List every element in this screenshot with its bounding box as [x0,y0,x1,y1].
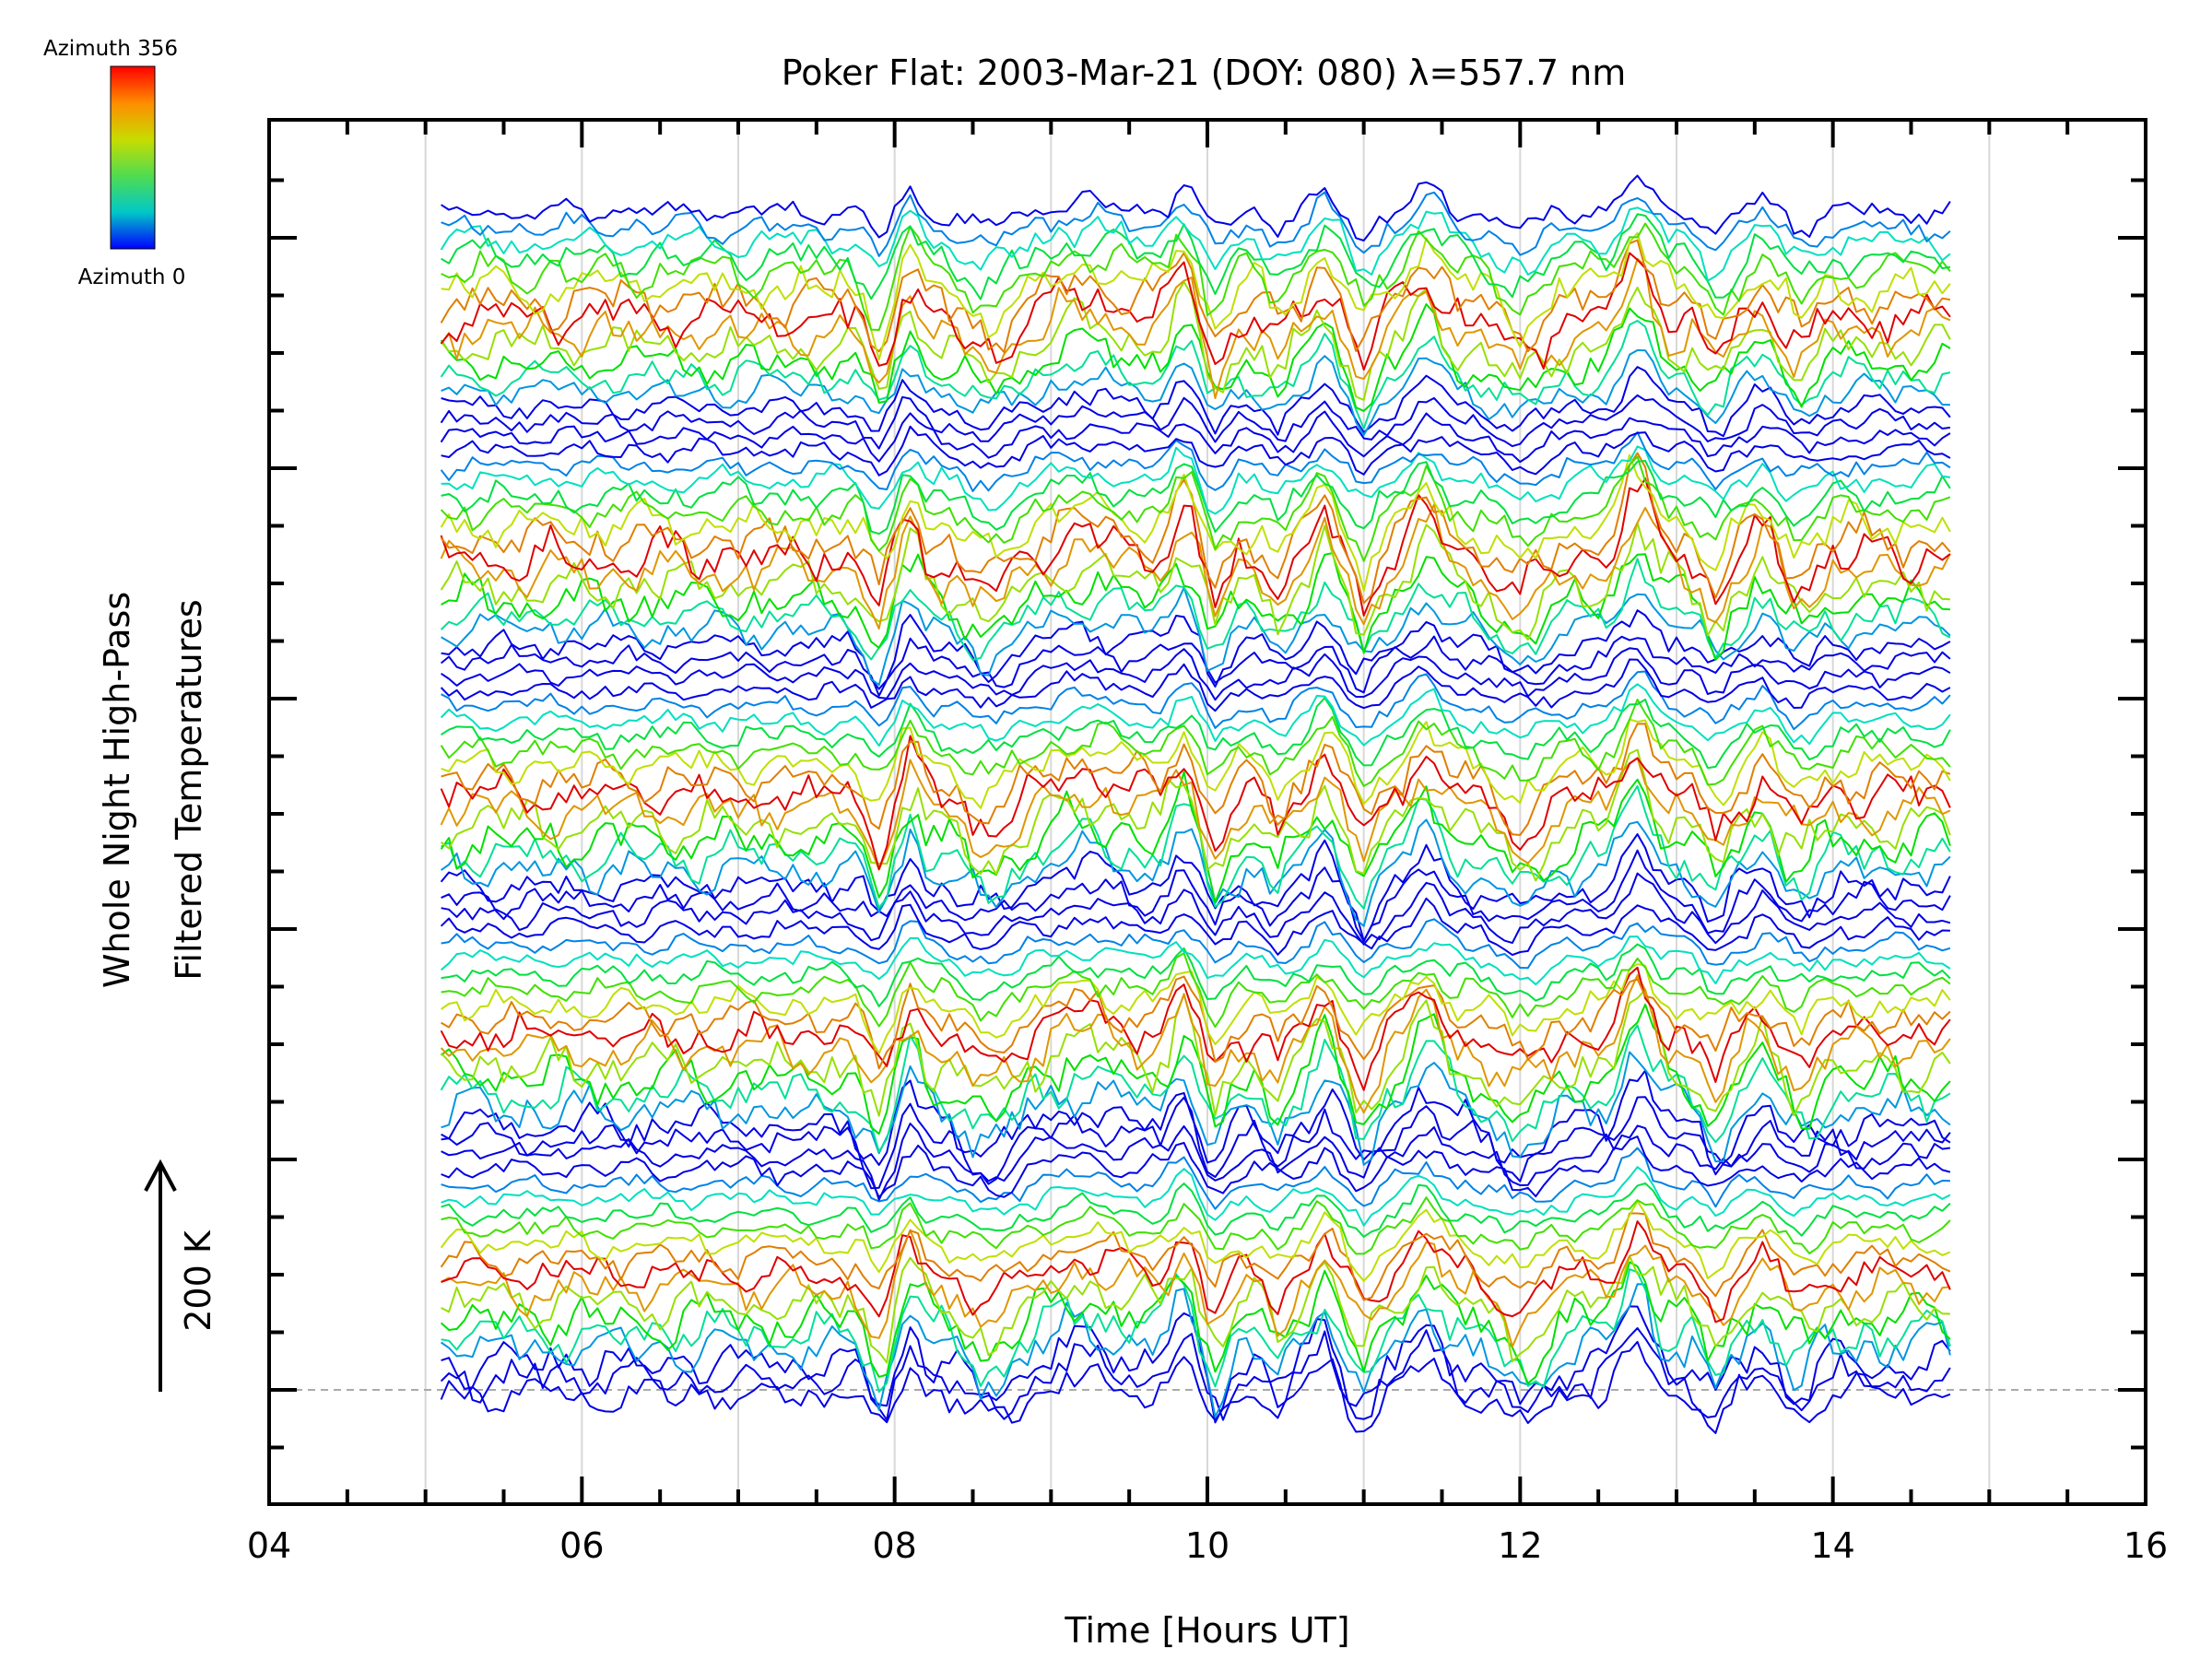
series-line [441,647,1951,701]
series-line [440,771,1951,903]
series-line [441,1051,1951,1166]
y-axis-label-line1: Whole Night High-Pass [97,592,137,988]
series-line [441,1096,1951,1190]
series-line [441,586,1951,687]
series-line [441,872,1951,946]
series-line [441,1254,1950,1364]
series-line [441,918,1951,970]
series-line [440,974,1951,1114]
series-line [441,460,1951,535]
series-line [441,1135,1951,1198]
series-line [440,683,1951,747]
series-line [441,366,1951,438]
series-line [440,757,1951,871]
series-line [440,635,1951,697]
x-tick-label: 12 [1498,1525,1542,1566]
series-line [440,320,1951,429]
series-line [440,1200,1951,1282]
scale-arrow [144,1159,177,1392]
series-line [440,558,1951,661]
series-line [440,833,1951,942]
series-line [441,943,1951,1007]
series-line [441,1147,1950,1210]
series-line [440,206,1951,282]
series-line [440,1340,1951,1434]
series-line [441,1229,1951,1348]
series-line [441,697,1951,770]
series-line [440,303,1951,412]
x-grid [424,120,1991,1504]
series-line [440,1003,1951,1135]
chart-title: Poker Flat: 2003-Mar-21 (DOY: 080) λ=557… [782,53,1627,93]
series-line [440,897,1950,957]
series-line [441,231,1951,361]
x-tick-label: 04 [247,1525,291,1566]
series-line [441,191,1951,257]
series-line [440,252,1951,371]
series-line [441,174,1951,241]
series-line [441,425,1951,477]
colorbar-top-label: Azimuth 356 [43,37,178,61]
series-line [440,989,1951,1117]
series-line [441,849,1951,943]
series-line [440,410,1951,464]
series-line [440,522,1950,641]
series-line [440,394,1951,450]
series-line [441,1069,1951,1176]
series-line [441,1196,1951,1255]
series-line [441,213,1951,300]
series-line [440,658,1951,712]
x-ticks: 04 06 08 10 12 14 16 [247,120,2168,1566]
series-line [440,503,1951,630]
series-line [441,1182,1951,1238]
x-tick-label: 16 [2124,1525,2168,1566]
series-line [441,1268,1951,1394]
series-line [440,477,1951,617]
series-line [440,455,1951,562]
series-line [440,431,1951,492]
series-line [441,445,1951,515]
y-ticks [269,178,2146,1450]
series-line [441,1123,1951,1201]
series-line [441,222,1951,331]
x-tick-label: 10 [1185,1525,1230,1566]
series-line [440,1212,1951,1301]
traces [440,174,1951,1434]
series-line [441,975,1951,1070]
series-line [440,1327,1951,1421]
series-line [441,952,1951,1029]
x-tick-label: 06 [559,1525,604,1566]
scale-bar-label: 200 K [178,1230,218,1332]
series-line [441,609,1951,690]
colorbar-bottom-label: Azimuth 0 [78,265,186,289]
series-line [440,239,1951,354]
x-tick-label: 08 [872,1525,916,1566]
x-tick-label: 14 [1810,1525,1854,1566]
y-axis-label-line2: Filtered Temperatures [169,599,209,980]
series-line [440,1024,1951,1153]
series-line [441,1166,1951,1227]
series-line [440,453,1951,592]
series-line [440,452,1951,605]
series-line [440,280,1951,401]
x-axis-label: Time [Hours UT] [1064,1610,1349,1651]
colorbar [110,65,156,250]
series-line [440,735,1951,871]
series-line [440,1261,1951,1384]
series-line [440,935,1951,986]
series-line [441,723,1951,836]
series-line [440,699,1951,787]
series-line [441,670,1951,731]
series-line [440,966,1951,1091]
series-line [441,1220,1951,1324]
